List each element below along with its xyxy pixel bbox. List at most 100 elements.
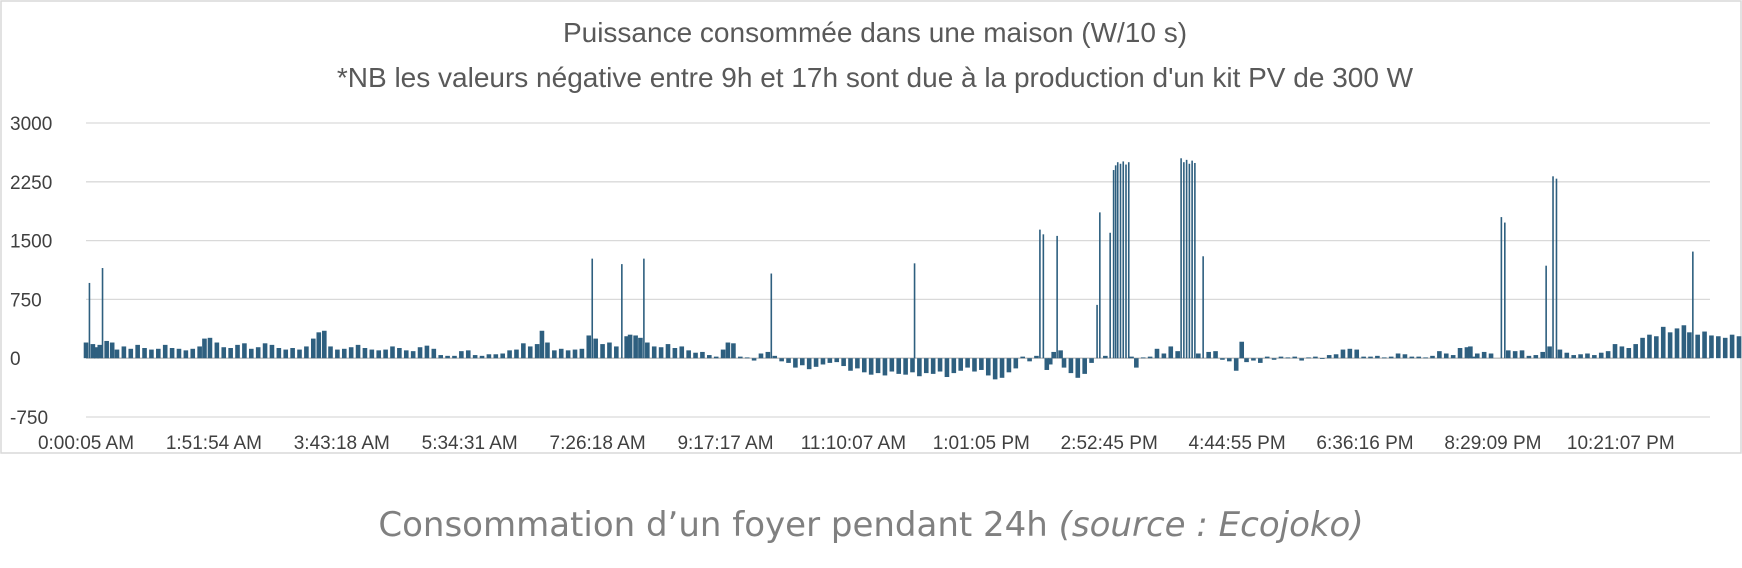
bar: [539, 330, 545, 359]
x-tick-label: 4:44:55 PM: [1189, 433, 1286, 454]
bar: [593, 338, 598, 359]
bar: [1006, 358, 1012, 373]
bar: [1042, 234, 1045, 359]
bar: [114, 349, 120, 359]
bar: [1127, 162, 1130, 359]
bar: [109, 342, 115, 359]
bar: [1299, 358, 1304, 361]
bar: [1202, 256, 1204, 359]
bar: [1512, 351, 1518, 359]
bar: [527, 346, 533, 359]
bar: [1227, 358, 1232, 362]
bar: [1196, 353, 1201, 359]
bar: [772, 355, 778, 359]
bar: [355, 344, 361, 359]
bar: [1612, 344, 1618, 359]
bar: [1285, 357, 1291, 359]
bar: [88, 282, 91, 359]
bar: [633, 335, 638, 359]
bar: [923, 358, 929, 374]
bar: [799, 358, 805, 366]
bar: [459, 351, 464, 359]
bar: [1547, 346, 1552, 359]
bar: [1313, 356, 1318, 359]
bar: [269, 344, 275, 359]
bar: [1526, 355, 1532, 359]
bar: [951, 358, 957, 374]
bar: [786, 358, 791, 363]
bar: [97, 344, 103, 359]
bar: [744, 357, 750, 359]
chart-container: Puissance consommée dans une maison (W/1…: [0, 0, 1742, 454]
x-tick-label: 2:52:45 PM: [1061, 433, 1158, 454]
bar: [1096, 304, 1098, 359]
x-tick-label: 11:10:07 AM: [801, 433, 906, 454]
bar: [1505, 350, 1511, 359]
bar: [1736, 336, 1742, 359]
bar: [1674, 328, 1680, 359]
bar: [1702, 331, 1707, 359]
bar: [1258, 358, 1263, 363]
bar: [214, 342, 220, 359]
bar: [834, 358, 840, 363]
bar: [1457, 348, 1463, 359]
bar: [1443, 353, 1449, 359]
bar: [1244, 358, 1249, 363]
bar: [1333, 354, 1339, 359]
bar: [591, 258, 594, 359]
bar: [262, 343, 268, 359]
bar: [1122, 161, 1125, 359]
bar: [1722, 337, 1728, 359]
bar: [1681, 325, 1687, 359]
bar: [1034, 355, 1039, 359]
bar: [1619, 346, 1625, 359]
bar: [806, 358, 812, 370]
bar: [679, 346, 685, 359]
bar: [645, 342, 650, 359]
chart-title-line-2: *NB les valeurs négative entre 9h et 17h…: [337, 62, 1414, 93]
bar: [410, 351, 416, 359]
bar: [1075, 358, 1081, 378]
bar: [1112, 170, 1115, 359]
bar: [1125, 164, 1127, 359]
bar: [614, 346, 619, 359]
caption-text: Consommation d’un foyer pendant 24h: [378, 505, 1059, 545]
bar: [1239, 341, 1245, 359]
bar: [658, 347, 664, 359]
bar: [765, 351, 771, 359]
bar: [1326, 355, 1332, 359]
bar: [1647, 334, 1652, 359]
bar: [1519, 350, 1525, 359]
bar: [586, 335, 592, 359]
bar: [169, 348, 175, 359]
bar: [242, 343, 247, 359]
x-tick-label: 3:43:18 AM: [294, 433, 390, 454]
bar: [1474, 353, 1480, 359]
x-tick-label: 1:51:54 AM: [166, 433, 262, 454]
bar: [1051, 351, 1056, 359]
bar: [521, 343, 526, 359]
bar: [431, 348, 437, 359]
bar: [248, 348, 254, 359]
bar: [1068, 358, 1074, 374]
bar: [1361, 356, 1366, 359]
bar: [1571, 355, 1576, 359]
bar: [1660, 326, 1666, 359]
bar: [1500, 217, 1503, 359]
bar: [297, 349, 302, 359]
bar: [1578, 354, 1583, 359]
bar: [621, 264, 623, 359]
bar: [1471, 356, 1477, 359]
y-tick-label: 0: [10, 349, 21, 370]
bar: [290, 348, 295, 359]
bar: [965, 358, 970, 368]
bar: [1061, 358, 1067, 368]
bar: [1605, 351, 1611, 359]
bar: [235, 344, 240, 359]
bar: [1402, 354, 1408, 359]
bar: [600, 344, 605, 359]
bar: [1598, 352, 1604, 359]
bar: [121, 346, 127, 359]
bar: [390, 346, 395, 359]
bar: [156, 348, 161, 359]
